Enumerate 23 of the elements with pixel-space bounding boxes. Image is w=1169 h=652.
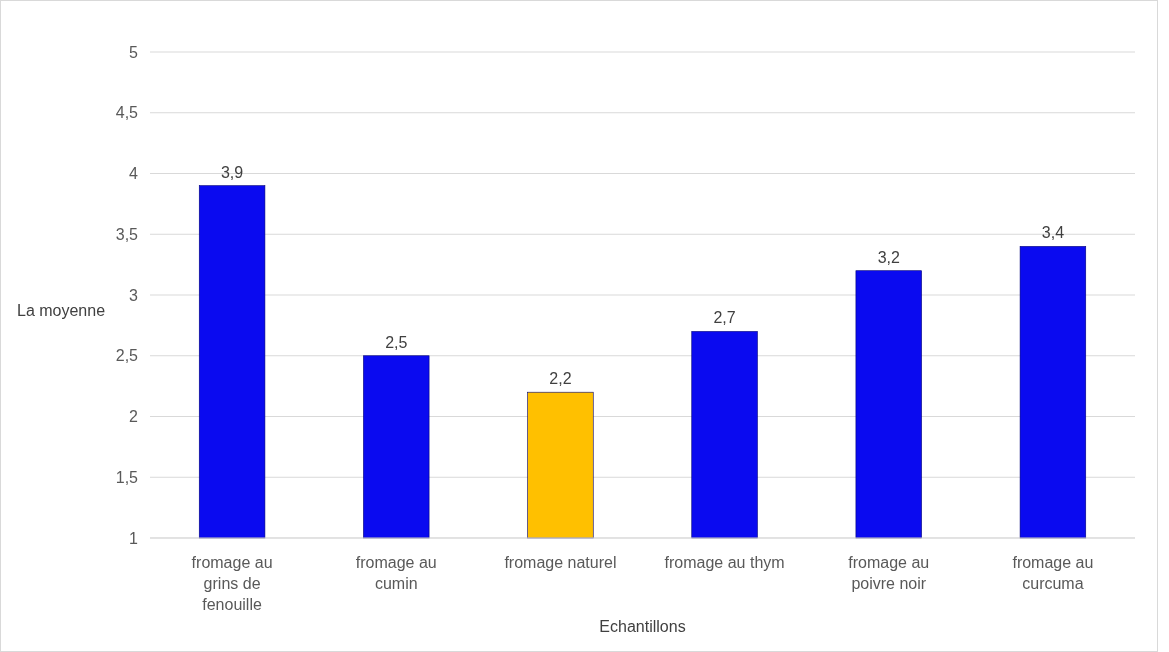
y-tick-label: 2,5: [115, 347, 139, 365]
y-tick-label: 4,5: [115, 104, 139, 122]
x-tick-label: fromage au poivre noir: [848, 554, 930, 592]
data-label: 2,5: [385, 333, 408, 351]
y-tick-label: 2: [129, 408, 139, 426]
x-axis-title: Echantillons: [599, 618, 686, 635]
y-tick-label: 1: [129, 529, 139, 547]
y-tick-label: 3: [129, 286, 139, 304]
x-tick-label: fromage naturel: [504, 554, 617, 571]
y-tick-label: 5: [129, 43, 139, 61]
data-label: 3,2: [877, 248, 900, 266]
data-label: 2,2: [549, 370, 572, 388]
x-tick-label: fromage au grins de fenouille: [191, 554, 273, 613]
data-label: 2,7: [713, 309, 736, 327]
y-tick-label: 3,5: [115, 225, 139, 243]
x-tick-label: fromage au cumin: [355, 554, 437, 592]
y-tick-label: 4: [129, 165, 139, 183]
y-tick-label: 1,5: [115, 468, 139, 486]
data-label: 3,4: [1041, 224, 1065, 242]
x-tick-label: fromage au curcuma: [1012, 554, 1094, 592]
y-axis-title: La moyenne: [17, 302, 106, 319]
x-tick-label: fromage au thym: [664, 554, 785, 571]
data-label: 3,9: [220, 163, 244, 181]
